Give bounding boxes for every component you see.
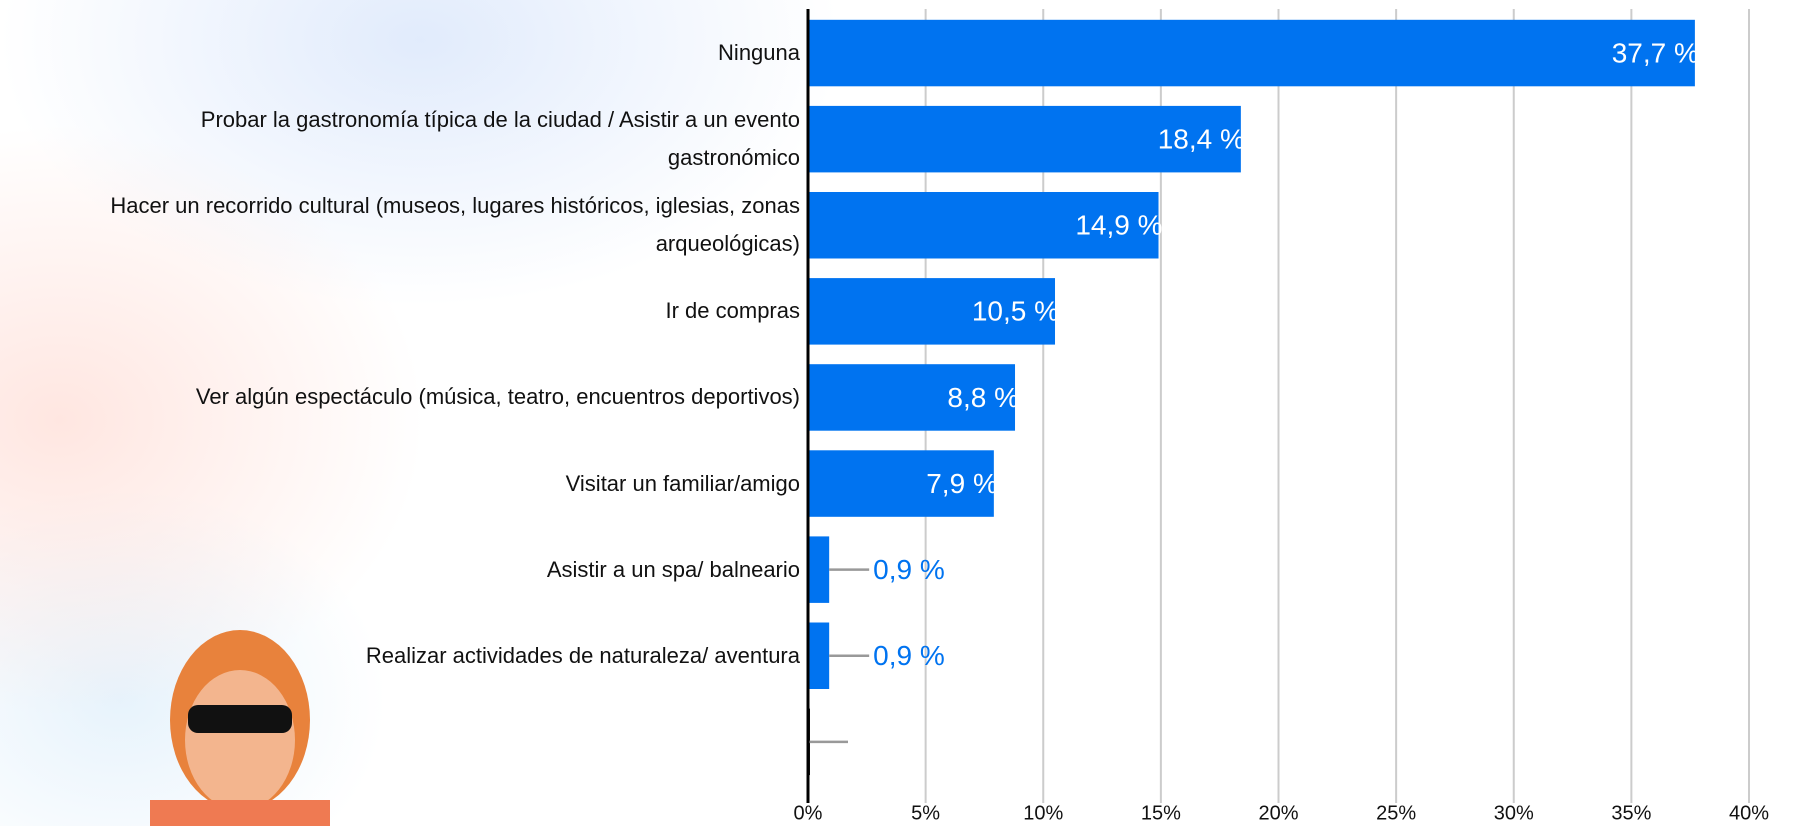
y-tick-label: Realizar actividades de naturaleza/ aven… (365, 642, 800, 668)
value-label: 0,9 % (873, 554, 945, 585)
x-tick-label: 20% (1258, 802, 1298, 824)
mascot (150, 630, 330, 826)
value-label: 7,9 % (926, 468, 998, 499)
y-tick-label: Visitar un familiar/amigo (565, 470, 800, 496)
value-label: 10,5 % (972, 296, 1059, 327)
bar (808, 278, 1056, 345)
x-tick-label: 10% (1023, 802, 1063, 824)
bar (808, 450, 994, 517)
value-label: 18,4 % (1158, 124, 1245, 155)
bar (808, 19, 1695, 87)
value-label: 0,9 % (873, 640, 945, 671)
bar (808, 105, 1241, 173)
value-label: 14,9 % (1075, 210, 1162, 241)
y-tick-label: Ninguna (718, 40, 800, 65)
value-label: 37,7 % (1612, 37, 1699, 68)
x-tick-label: 0% (794, 802, 823, 824)
bar (808, 622, 830, 689)
x-tick-label: 30% (1494, 802, 1534, 824)
x-tick-label: 5% (911, 802, 940, 824)
value-label: 8,8 % (947, 382, 1019, 413)
x-tick-label: 25% (1376, 802, 1416, 824)
y-tick-label: Ver algún espectáculo (música, teatro, e… (195, 384, 800, 410)
bar (808, 192, 1159, 259)
y-tick-label: Hacer un recorrido cultural (museos, lug… (110, 193, 800, 257)
y-tick-label: Ir de compras (665, 298, 801, 324)
y-tick-label: Probar la gastronomía típica de la ciuda… (200, 107, 800, 171)
y-tick-label: Asistir a un spa/ balneario (546, 556, 800, 582)
bar (808, 536, 830, 603)
x-tick-label: 15% (1141, 802, 1181, 824)
bar (808, 364, 1016, 431)
x-tick-label: 35% (1611, 802, 1651, 824)
x-tick-label: 40% (1729, 802, 1769, 824)
